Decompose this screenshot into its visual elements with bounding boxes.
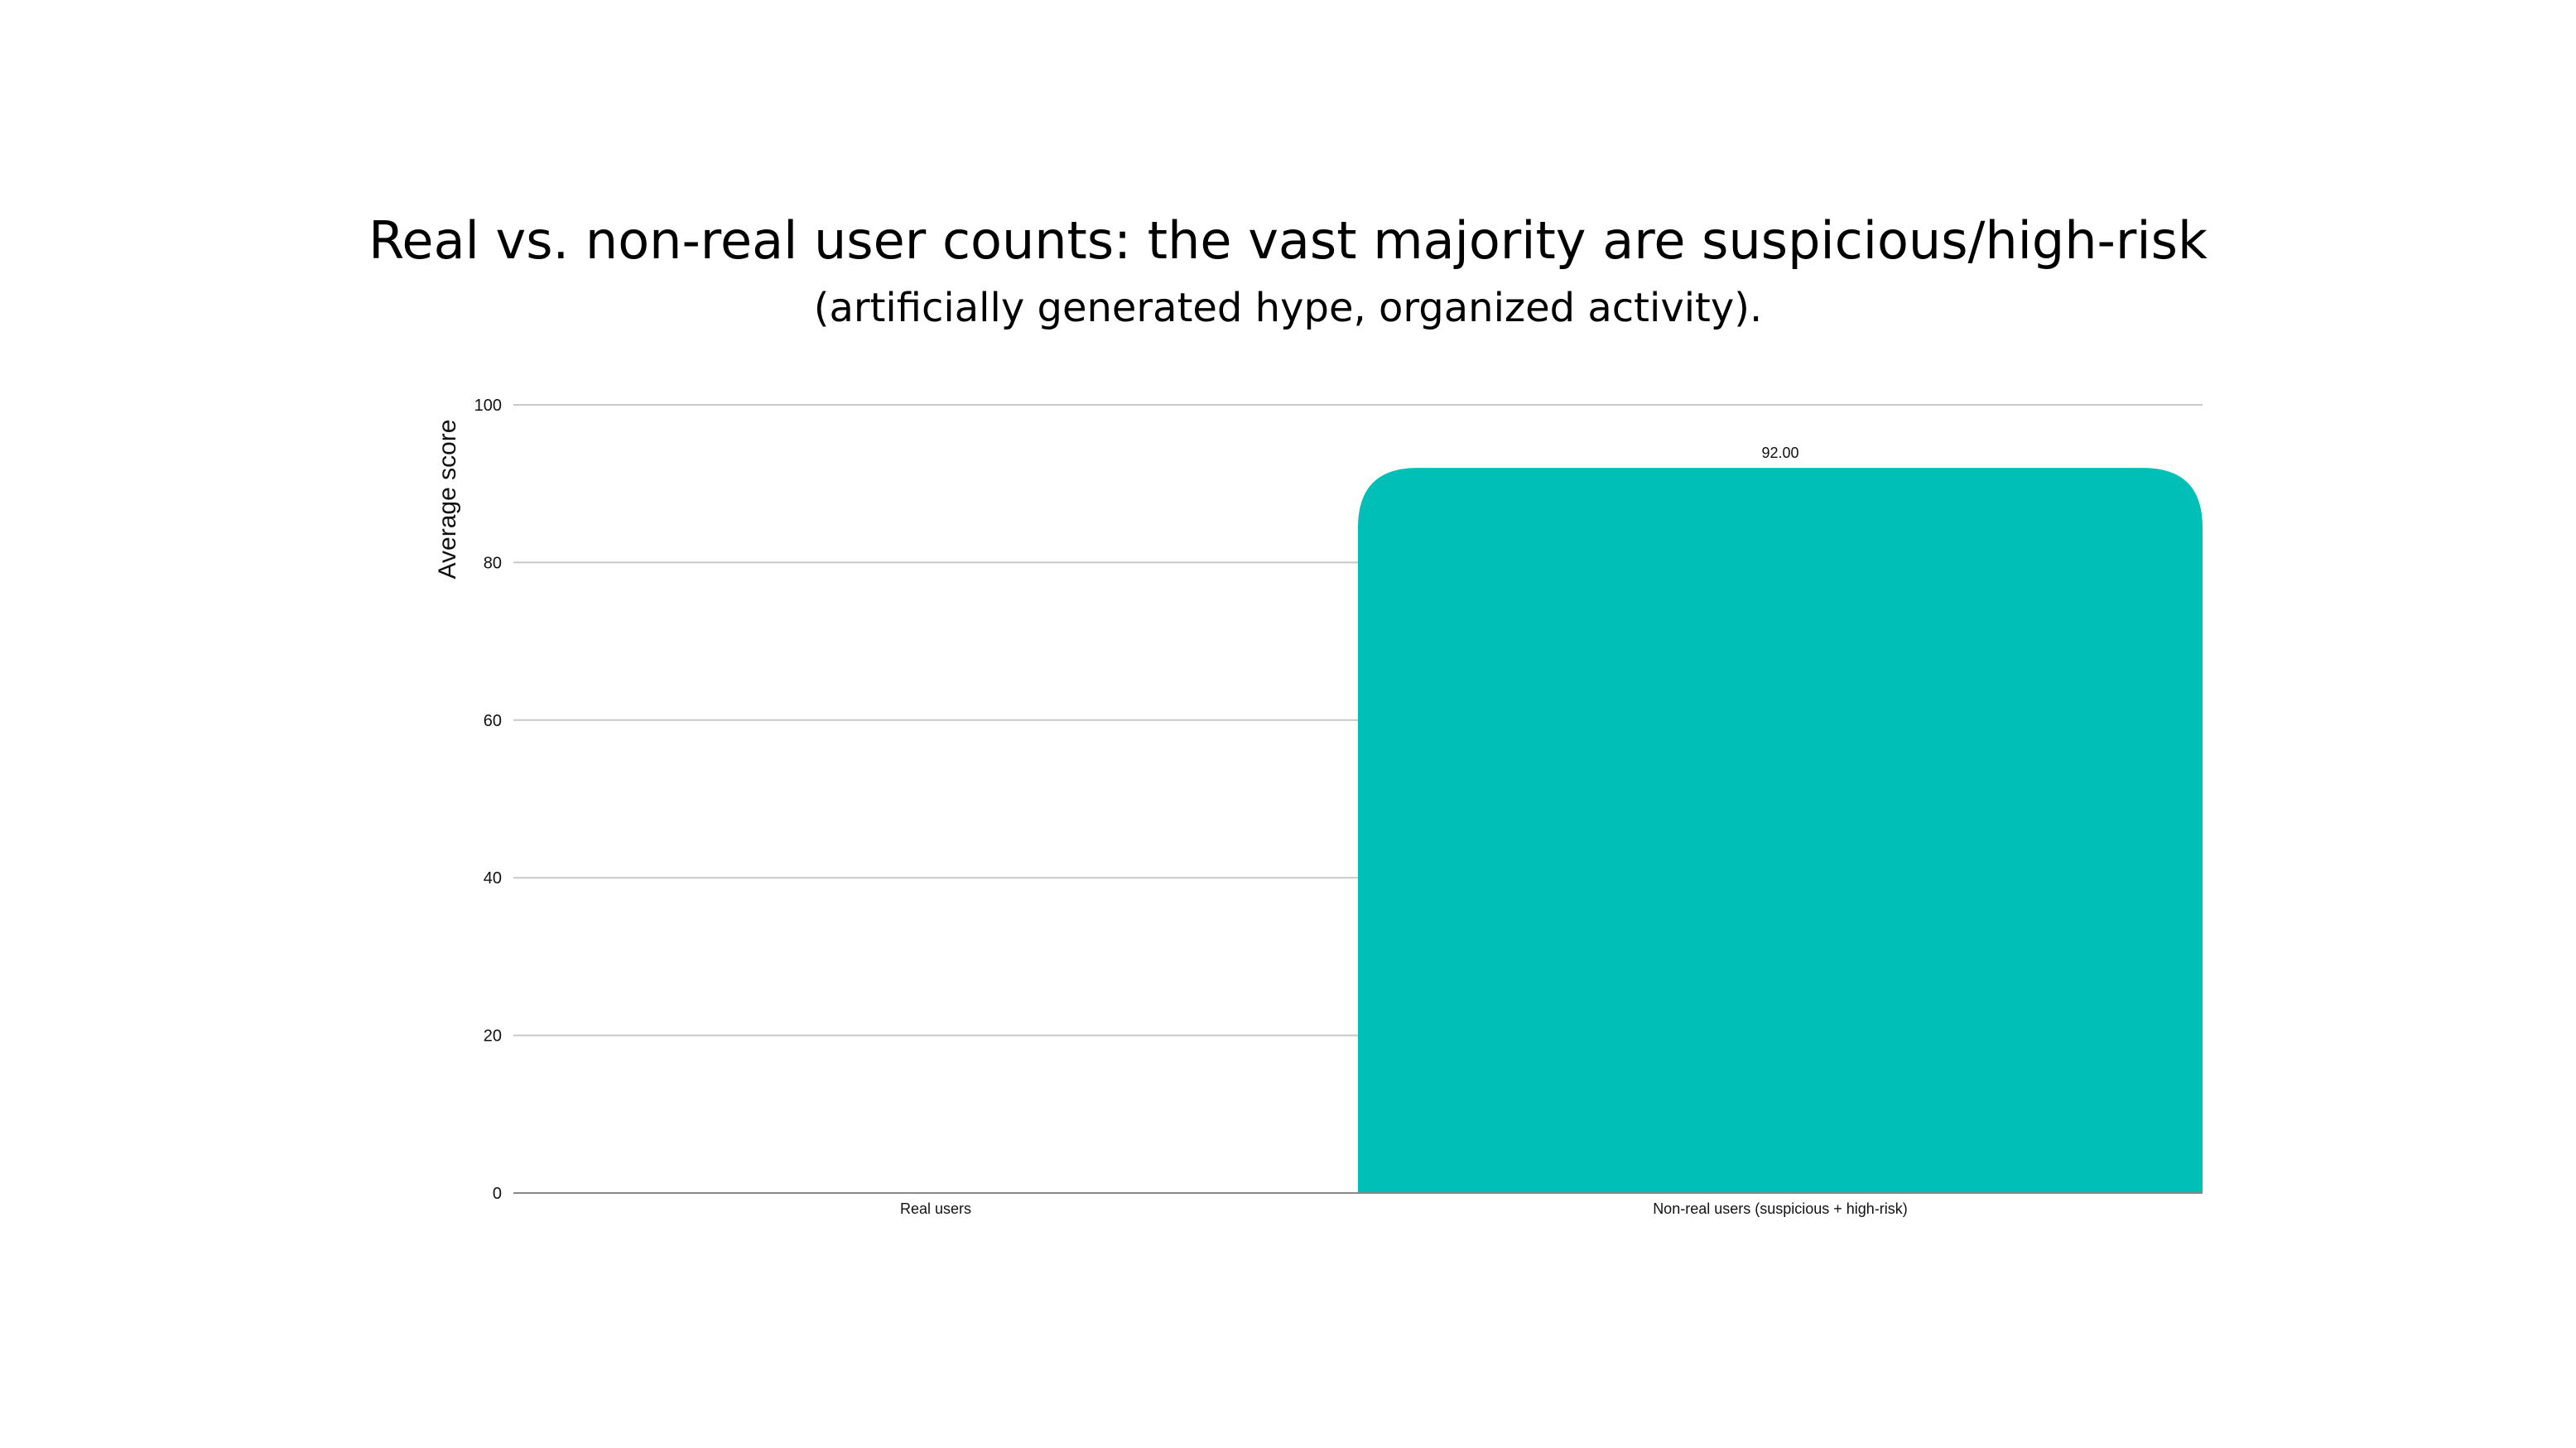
bars xyxy=(1358,468,2203,1193)
y-tick-label: 0 xyxy=(493,1185,502,1203)
y-tick-label: 20 xyxy=(484,1027,502,1046)
bar-value-label: 92.00 xyxy=(1761,445,1798,461)
y-tick-label: 60 xyxy=(484,712,502,730)
chart-title: Real vs. non-real user counts: the vast … xyxy=(368,210,2208,271)
x-tick-label: Real users xyxy=(900,1200,971,1217)
y-axis-title: Average score xyxy=(434,420,461,580)
y-tick-label: 40 xyxy=(484,869,502,888)
labels: 0 20 40 60 80 100 Real users 92.00 Non-real user… xyxy=(434,397,1908,1217)
x-tick-label: Non-real users (suspicious + high-risk) xyxy=(1653,1200,1908,1217)
y-tick-label: 80 xyxy=(484,554,502,572)
bar-1 xyxy=(1358,468,2203,1193)
y-tick-label: 100 xyxy=(474,397,502,415)
chart-subtitle: (artificially generated hype, organized … xyxy=(813,285,1763,331)
